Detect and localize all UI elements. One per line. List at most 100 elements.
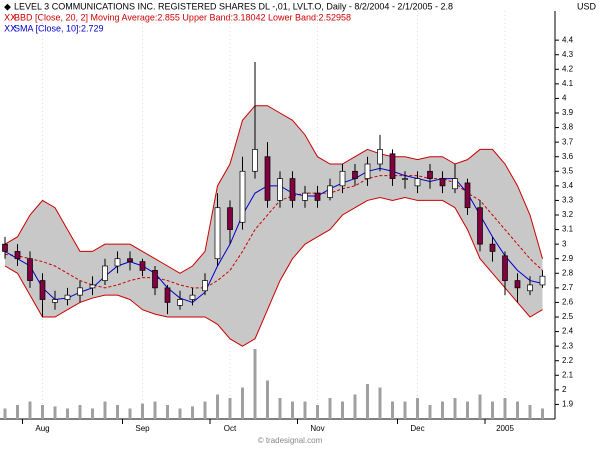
volume-bar [228,398,232,419]
y-tick-label: 3.2 [562,210,574,219]
candle-body [314,192,321,201]
y-tick-label: 2.7 [562,283,574,292]
volume-bar [191,406,194,419]
volume-bar [178,408,182,419]
y-tick-label: 2.8 [562,268,574,277]
volume-bar [91,408,94,419]
y-tick-label: 3.6 [562,152,574,161]
volume-bar [241,387,244,419]
candle-body [327,185,333,198]
x-tick-label: Dec [410,424,424,433]
y-tick-label: 2.5 [562,312,574,321]
candle-body [277,178,283,201]
volume-bar [303,401,307,419]
legend-icon: ⅩⅩ [4,23,16,33]
volume-bar [116,405,119,419]
candle-body [489,243,496,252]
title-icon: ◆ [4,1,11,11]
y-tick-label: 3.3 [562,196,574,205]
volume-bar [391,401,394,419]
volume-bar [141,403,144,419]
volume-bar [153,401,157,419]
candle-body [102,265,108,281]
y-tick-label: 1.9 [562,400,574,409]
volume-bar [41,405,44,419]
volume-bar [478,394,482,419]
volume-bar [378,387,382,419]
y-tick-label: 4.1 [562,79,574,88]
candle-body [164,287,171,303]
candle-body [389,153,396,179]
y-tick-label: 3.7 [562,137,574,146]
volume-bar [16,405,19,419]
y-tick-label: 4.4 [562,35,574,44]
volume-bar [528,405,532,419]
lower-band [4,197,543,347]
candle-body [39,280,46,300]
footer: © tradesignal.com [258,436,323,445]
y-tick-label: 2.3 [562,341,574,350]
candle-body [202,280,208,292]
candle-body [439,178,446,187]
candle-body [377,149,383,165]
volume-bar [541,408,544,419]
candle-body [264,156,271,201]
volume-bar [428,405,432,419]
volume-bar [353,394,357,419]
volume-bar [441,401,444,419]
y-tick-label: 2.1 [562,370,574,379]
candle-body [239,170,246,223]
candle-body [127,258,133,262]
candle-body [227,207,233,230]
volume-bar [503,398,507,419]
volume-bar [403,401,407,419]
x-tick-label: Oct [224,424,237,433]
volume-bar [266,380,269,419]
y-tick-label: 2.6 [562,298,574,307]
volume-bar [3,408,7,419]
volume-bar [291,401,294,419]
legend-entry: SMA [Close, 10]:2.729 [14,23,104,33]
x-tick-label: Sep [135,424,150,433]
y-tick-label: 4.3 [562,50,574,59]
candle-body [189,294,196,300]
y-tick-label: 3.4 [562,181,574,190]
band-fill [5,105,543,347]
y-tick-label: 3.1 [562,225,574,234]
x-tick-label: Nov [310,424,324,433]
volume-bar [366,384,369,419]
y-tick-label: 2.2 [562,356,574,365]
upper-band [4,105,543,274]
legend-icon: ⅩⅩ [4,12,16,22]
volume-bar [416,398,419,419]
volume-bar [128,408,132,419]
volume-bar [253,349,257,419]
candle-body [114,258,121,267]
candle-body [2,243,8,252]
candle-body [339,170,346,187]
candle-body [52,299,58,303]
volume-bar [53,406,57,419]
candle-body [427,170,433,179]
volume-bar [166,405,169,419]
y-tick-label: 3 [562,239,567,248]
candle-body [514,280,521,289]
volume-bar [466,401,469,419]
candle-body [402,178,408,180]
candle-body [477,207,483,245]
x-tick-label: Aug [35,424,49,433]
chart-title: LEVEL 3 COMMUNICATIONS INC. REGISTERED S… [14,1,453,11]
volume-bar [316,405,319,419]
candle-body [352,170,358,179]
volume-bar [278,398,282,419]
candle-body [452,178,458,190]
candle-body [527,284,533,292]
candle-body [89,284,96,289]
candle-body [289,178,296,201]
candle-body [177,299,183,306]
y-tick-label: 2.4 [562,327,574,336]
volume-bar [491,401,494,419]
x-tick-label: 2005 [496,424,514,433]
currency: USD [577,1,597,11]
